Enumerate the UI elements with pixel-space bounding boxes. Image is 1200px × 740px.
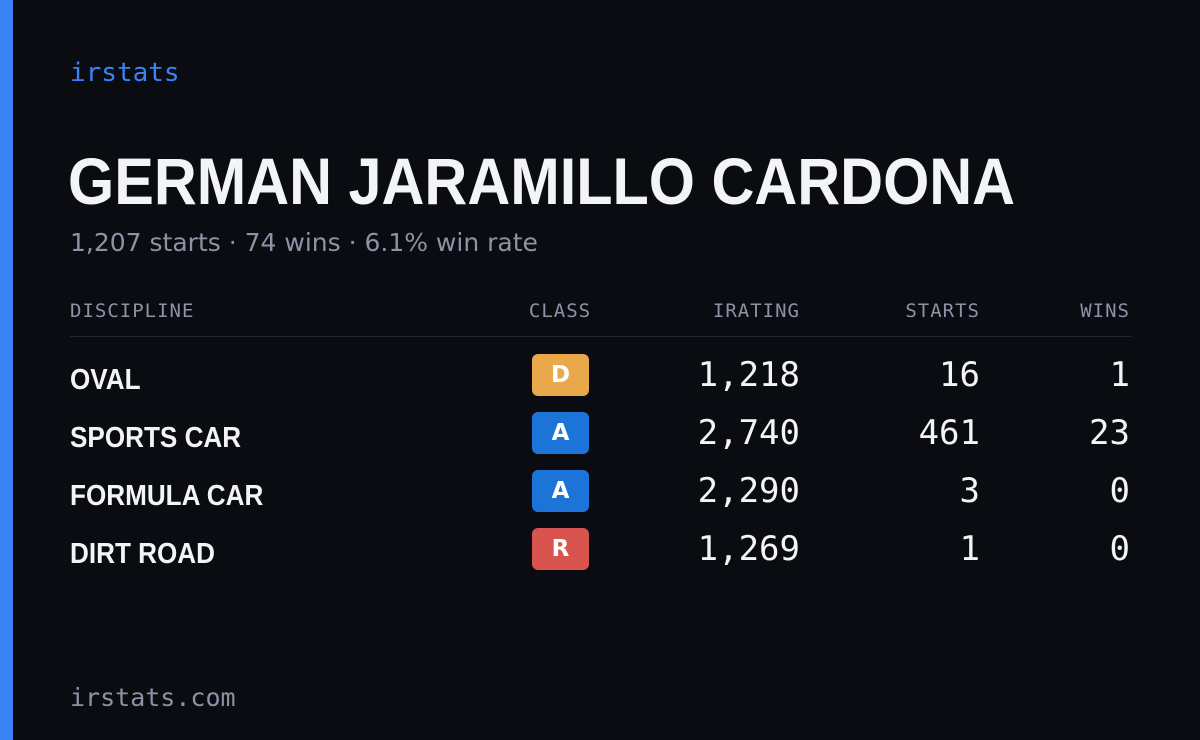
table-row: FORMULA CAR A 2,290 3 0 xyxy=(0,470,1200,528)
starts-value: 3 xyxy=(959,471,980,511)
brand-logo: irstats xyxy=(70,58,180,88)
starts-value: 16 xyxy=(939,355,980,395)
table-row: OVAL D 1,218 16 1 xyxy=(0,354,1200,412)
discipline-name: FORMULA CAR xyxy=(70,480,264,512)
header-discipline: DISCIPLINE xyxy=(70,300,195,322)
header-irating: IRATING xyxy=(712,300,800,322)
footer-url: irstats.com xyxy=(70,683,236,712)
license-class-badge: R xyxy=(532,528,589,570)
career-summary: 1,207 starts · 74 wins · 6.1% win rate xyxy=(70,228,538,257)
license-class-badge: A xyxy=(532,470,589,512)
wins-value: 0 xyxy=(1109,529,1130,569)
discipline-name: OVAL xyxy=(70,364,141,396)
wins-value: 23 xyxy=(1089,413,1130,453)
wins-value: 0 xyxy=(1109,471,1130,511)
discipline-name: SPORTS CAR xyxy=(70,422,242,454)
starts-value: 461 xyxy=(918,413,980,453)
irating-value: 2,740 xyxy=(697,413,800,453)
accent-bar xyxy=(0,0,13,740)
table-row: DIRT ROAD R 1,269 1 0 xyxy=(0,528,1200,586)
license-class-badge: D xyxy=(532,354,589,396)
irating-value: 2,290 xyxy=(697,471,800,511)
header-divider xyxy=(70,336,1132,337)
header-starts: STARTS xyxy=(905,300,980,322)
header-wins: WINS xyxy=(1080,300,1130,322)
license-class-badge: A xyxy=(532,412,589,454)
irating-value: 1,269 xyxy=(697,529,800,569)
wins-value: 1 xyxy=(1109,355,1130,395)
header-class: CLASS xyxy=(528,300,592,322)
driver-name: GERMAN JARAMILLO CARDONA xyxy=(68,144,1016,218)
discipline-name: DIRT ROAD xyxy=(70,538,215,570)
starts-value: 1 xyxy=(959,529,980,569)
table-row: SPORTS CAR A 2,740 461 23 xyxy=(0,412,1200,470)
irating-value: 1,218 xyxy=(697,355,800,395)
